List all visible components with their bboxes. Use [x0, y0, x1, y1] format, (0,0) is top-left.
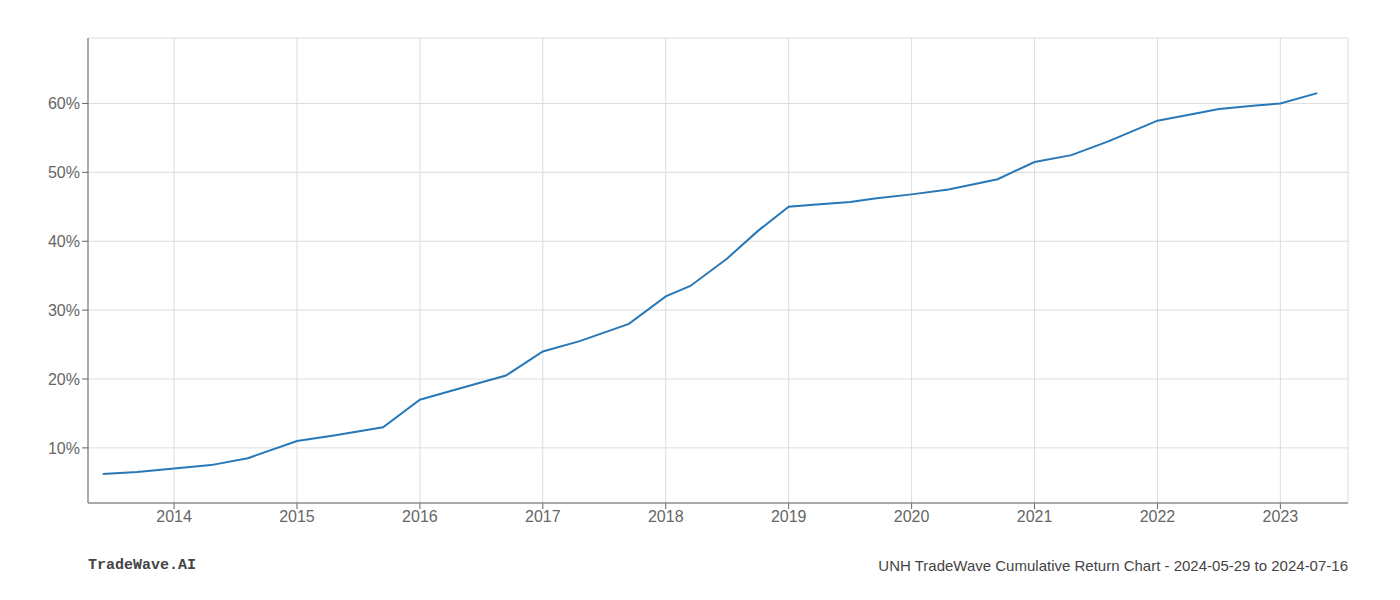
svg-text:50%: 50%: [48, 164, 80, 181]
svg-text:2021: 2021: [1017, 508, 1053, 525]
svg-text:20%: 20%: [48, 371, 80, 388]
svg-text:2023: 2023: [1263, 508, 1299, 525]
svg-text:2019: 2019: [771, 508, 807, 525]
html-text:TradeWave.AI: TradeWave.AI: [88, 557, 196, 574]
svg-text:40%: 40%: [48, 233, 80, 250]
svg-text:2018: 2018: [648, 508, 684, 525]
svg-text:2017: 2017: [525, 508, 561, 525]
svg-text:2020: 2020: [894, 508, 930, 525]
html-text:UNH TradeWave Cumulative Retur: UNH TradeWave Cumulative Return Chart - …: [878, 557, 1348, 574]
svg-text:2014: 2014: [156, 508, 192, 525]
svg-text:2015: 2015: [279, 508, 315, 525]
svg-text:30%: 30%: [48, 302, 80, 319]
svg-text:10%: 10%: [48, 440, 80, 457]
svg-text:60%: 60%: [48, 95, 80, 112]
svg-text:2016: 2016: [402, 508, 438, 525]
svg-text:2022: 2022: [1140, 508, 1176, 525]
